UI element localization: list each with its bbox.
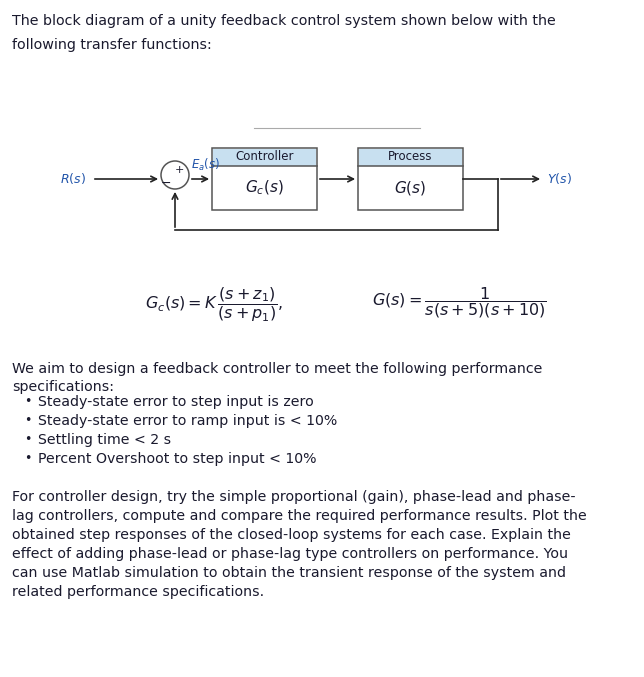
Text: Steady-state error to step input is zero: Steady-state error to step input is zero — [38, 395, 314, 409]
Text: specifications:: specifications: — [12, 380, 114, 394]
Text: related performance specifications.: related performance specifications. — [12, 585, 264, 599]
Bar — [359, 149, 462, 166]
Text: following transfer functions:: following transfer functions: — [12, 38, 212, 52]
Text: effect of adding phase-lead or phase-lag type controllers on performance. You: effect of adding phase-lead or phase-lag… — [12, 547, 568, 561]
Text: $E_a(s)$: $E_a(s)$ — [191, 157, 220, 173]
Text: $G(s)$: $G(s)$ — [394, 179, 426, 197]
Text: Process: Process — [388, 150, 433, 164]
Text: •: • — [24, 452, 32, 465]
Text: Controller: Controller — [235, 150, 294, 164]
Text: −: − — [161, 177, 171, 190]
Bar — [358, 148, 463, 210]
Text: $R(s)$: $R(s)$ — [60, 171, 86, 186]
Text: For controller design, try the simple proportional (gain), phase-lead and phase-: For controller design, try the simple pr… — [12, 490, 576, 504]
Text: $G_c(s) = K\,\dfrac{(s+z_1)}{(s+p_1)},$: $G_c(s) = K\,\dfrac{(s+z_1)}{(s+p_1)},$ — [145, 285, 283, 324]
Text: +: + — [175, 165, 184, 175]
Text: •: • — [24, 414, 32, 427]
Text: $Y(s)$: $Y(s)$ — [547, 171, 572, 186]
Text: We aim to design a feedback controller to meet the following performance: We aim to design a feedback controller t… — [12, 362, 542, 376]
Text: •: • — [24, 395, 32, 408]
Text: obtained step responses of the closed-loop systems for each case. Explain the: obtained step responses of the closed-lo… — [12, 528, 571, 542]
Text: •: • — [24, 433, 32, 446]
Text: The block diagram of a unity feedback control system shown below with the: The block diagram of a unity feedback co… — [12, 14, 556, 28]
Bar — [212, 148, 317, 210]
Bar — [213, 149, 316, 166]
Text: Percent Overshoot to step input < 10%: Percent Overshoot to step input < 10% — [38, 452, 316, 466]
Text: can use Matlab simulation to obtain the transient response of the system and: can use Matlab simulation to obtain the … — [12, 566, 566, 580]
Text: lag controllers, compute and compare the required performance results. Plot the: lag controllers, compute and compare the… — [12, 509, 587, 523]
Circle shape — [161, 161, 189, 189]
Text: $G(s) = \dfrac{1}{s(s+5)(s+10)}$: $G(s) = \dfrac{1}{s(s+5)(s+10)}$ — [372, 285, 547, 320]
Text: Steady-state error to ramp input is < 10%: Steady-state error to ramp input is < 10… — [38, 414, 337, 428]
Text: $G_c(s)$: $G_c(s)$ — [245, 179, 284, 197]
Text: Settling time < 2 s: Settling time < 2 s — [38, 433, 171, 447]
